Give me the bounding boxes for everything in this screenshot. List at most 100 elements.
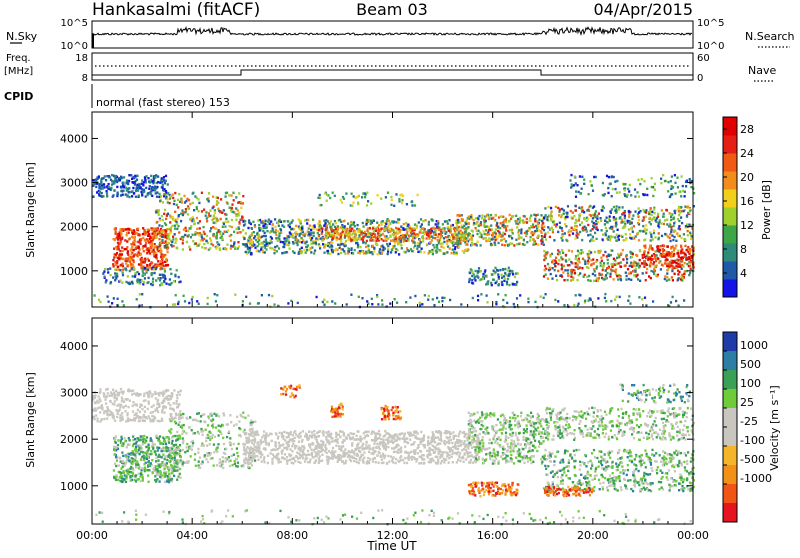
echo-cell [663,223,665,225]
echo-cell [570,186,572,188]
echo-cell [139,475,141,477]
echo-cell [198,244,200,246]
echo-cell [383,228,385,230]
echo-cell [616,263,618,265]
echo-cell [429,250,431,252]
echo-cell [249,236,251,238]
echo-cell [161,239,163,241]
echo-cell [689,232,691,234]
echo-cell [183,195,185,197]
echo-cell [132,435,134,437]
echo-cell [119,419,121,421]
echo-cell [547,226,549,228]
echo-cell [385,196,387,198]
echo-cell [610,176,612,178]
echo-cell [306,246,308,248]
echo-cell [231,219,233,221]
echo-cell [661,255,663,257]
echo-cell [598,277,600,279]
echo-cell [512,215,514,217]
echo-cell [271,237,273,239]
echo-cell [469,272,471,274]
echo-cell [570,210,572,212]
echo-cell [126,414,128,416]
echo-cell [663,215,665,217]
echo-cell [606,230,608,232]
echo-cell [494,241,496,243]
echo-cell [658,262,660,264]
echo-cell [160,442,162,444]
echo-cell [261,236,263,238]
echo-cell [491,284,493,286]
echo-cell [175,238,177,240]
echo-cell [174,211,176,213]
echo-cell [216,241,218,243]
echo-cell [501,284,503,286]
echo-cell [671,193,673,195]
echo-cell [594,251,596,253]
echo-cell [557,300,559,302]
echo-cell [331,241,333,243]
echo-cell [389,228,391,230]
echo-cell [184,234,186,236]
echo-cell [212,196,214,198]
echo-cell [121,300,123,302]
echo-cell [625,239,627,241]
echo-cell [496,222,498,224]
echo-cell [636,255,638,257]
echo-cell [585,227,587,229]
echo-cell [158,214,160,216]
echo-cell [535,214,537,216]
echo-cell [681,175,683,177]
echo-cell [98,175,100,177]
echo-cell [659,249,661,251]
echo-cell [540,295,542,297]
echo-cell [304,249,306,251]
echo-cell [547,206,549,208]
noise-right-tick-bottom: 10^0 [697,41,724,52]
echo-cell [131,393,133,395]
echo-cell [143,189,145,191]
echo-cell [611,208,613,210]
echo-cell [395,248,397,250]
echo-cell [663,245,665,247]
echo-cell [563,213,565,215]
echo-cell [366,204,368,206]
echo-cell [461,218,463,220]
echo-cell [629,233,631,235]
echo-cell [656,264,658,266]
echo-cell [646,268,648,270]
echo-cell [592,217,594,219]
echo-cell [203,231,205,233]
echo-cell [433,246,435,248]
echo-cell [271,295,273,297]
echo-cell [574,225,576,227]
echo-cell [575,229,577,231]
echo-cell [152,187,154,189]
echo-cell [150,193,152,195]
echo-cell [305,251,307,253]
echo-cell [502,224,504,226]
echo-cell [590,259,592,261]
echo-cell [504,272,506,274]
echo-cell [683,273,685,275]
echo-cell [611,195,613,197]
echo-cell [138,273,140,275]
echo-cell [318,229,320,231]
echo-cell [602,238,604,240]
echo-cell [514,276,516,278]
echo-cell [130,479,132,481]
echo-cell [163,411,165,413]
noise-panel: N.Sky 10^5 10^0 10^5 10^0 N.Search [6,18,795,52]
echo-cell [159,182,161,184]
echo-cell [456,224,458,226]
echo-cell [618,256,620,258]
echo-cell [273,252,275,254]
echo-cell [421,236,423,238]
echo-cell [126,398,128,400]
echo-cell [215,228,217,230]
echo-cell [457,242,459,244]
echo-cell [245,251,247,253]
echo-cell [589,180,591,182]
echo-cell [670,246,672,248]
